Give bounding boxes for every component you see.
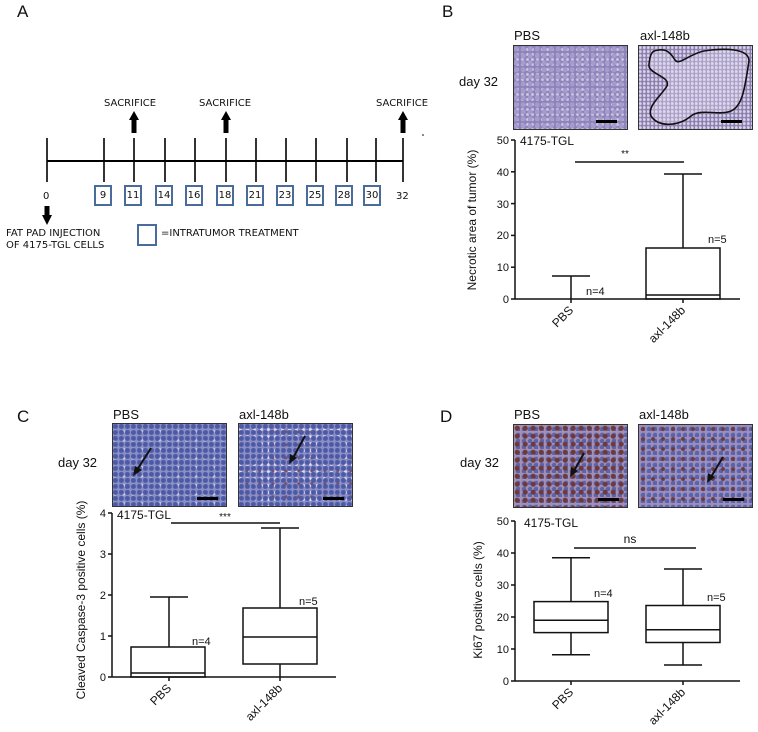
image-label-pbs: PBS <box>514 28 541 43</box>
svg-text:40: 40 <box>497 548 509 560</box>
scale-bar <box>197 497 218 500</box>
panel-c-label: C <box>17 407 30 426</box>
svg-text:30: 30 <box>497 580 509 592</box>
day-label: day 32 <box>459 74 499 89</box>
x-tick-pbs: PBS <box>549 685 576 712</box>
scale-bar <box>596 120 617 123</box>
image-label-axl: axl-148b <box>640 28 690 43</box>
scale-bar <box>723 498 744 501</box>
necrotic-outline <box>648 48 750 126</box>
svg-text:30: 30 <box>497 199 509 211</box>
treatment-day-box: 23 <box>276 185 294 206</box>
svg-text:10: 10 <box>497 644 509 656</box>
y-axis-label: Cleaved Caspase-3 positive cells (%) <box>74 501 88 700</box>
treatment-day-box: 9 <box>94 185 112 206</box>
treatment-day-box: 18 <box>216 185 234 206</box>
caspase-image-axl <box>238 423 353 507</box>
significance-label: ns <box>624 532 637 546</box>
cell-line-label: 4175-TGL <box>520 134 574 148</box>
svg-text:3: 3 <box>100 549 106 561</box>
n-label-axl: n=5 <box>708 234 727 246</box>
image-label-axl: axl-148b <box>239 407 289 422</box>
y-axis-label: Ki67 positive cells (%) <box>471 541 485 658</box>
svg-text:0: 0 <box>100 672 106 684</box>
legend-text: =INTRATUMOR TREATMENT <box>161 228 299 239</box>
sacrifice-arrow-icon <box>129 111 408 133</box>
treatment-day-box: 16 <box>185 185 203 206</box>
y-axis-label: Necrotic area of tumor (%) <box>465 150 479 291</box>
n-label-axl: n=5 <box>299 596 318 608</box>
panel-a-label: A <box>17 2 29 21</box>
n-label-pbs: n=4 <box>594 588 613 600</box>
svg-text:0: 0 <box>503 294 509 306</box>
svg-text:40: 40 <box>497 167 509 179</box>
day-label-start: 0 <box>43 191 50 202</box>
sacrifice-label-11: SACRIFICE <box>104 98 157 109</box>
arrow-icon <box>289 435 306 464</box>
n-label-pbs: n=4 <box>586 286 605 298</box>
n-label-axl: n=5 <box>707 592 726 604</box>
day-label-end: 32 <box>396 191 409 202</box>
timeline-diagram <box>42 111 424 225</box>
svg-text:4: 4 <box>100 508 106 520</box>
caspase-boxplot: 4 3 2 1 0 4175-TGL *** n=4 n=5 Cleaved Casp… <box>74 501 336 724</box>
cell-line-label: 4175-TGL <box>117 508 171 522</box>
caspase-image-pbs <box>112 423 227 507</box>
necrotic-area-boxplot: 50 40 30 20 10 0 4175-TGL ** n=4 n=5 Necroti… <box>465 134 740 346</box>
image-label-pbs: PBS <box>113 407 140 422</box>
cell-line-label: 4175-TGL <box>524 516 578 530</box>
day-label: day 32 <box>460 455 500 470</box>
arrow-icon <box>133 447 152 476</box>
svg-text:50: 50 <box>497 135 509 147</box>
treatment-day-box: 14 <box>155 185 173 206</box>
treatment-day-box: 30 <box>363 185 381 206</box>
svg-text:10: 10 <box>497 262 509 274</box>
sacrifice-label-32: SACRIFICE <box>376 98 429 109</box>
image-label-axl: axl-148b <box>639 407 689 422</box>
panel-d-label: D <box>440 407 453 426</box>
day-label: day 32 <box>58 455 98 470</box>
arrow-icon <box>707 456 724 483</box>
svg-text:0: 0 <box>503 676 509 688</box>
significance-label: ** <box>621 149 629 160</box>
x-tick-pbs: PBS <box>549 303 576 330</box>
treatment-day-box: 21 <box>246 185 264 206</box>
sacrifice-label-18: SACRIFICE <box>199 98 252 109</box>
treatment-day-box: 25 <box>306 185 324 206</box>
svg-text:20: 20 <box>497 612 509 624</box>
x-tick-axl: axl-148b <box>646 685 689 728</box>
x-tick-axl: axl-148b <box>243 681 286 724</box>
n-label-pbs: n=4 <box>192 636 211 648</box>
scale-bar <box>323 497 344 500</box>
injection-label-line2: OF 4175-TGL CELLS <box>6 240 105 251</box>
ki67-boxplot: 50 40 30 20 10 0 4175-TGL ns n=4 n=5 Ki67 po… <box>471 516 740 728</box>
scale-bar <box>721 120 742 123</box>
he-image-pbs <box>513 45 628 130</box>
scale-bar <box>598 498 619 501</box>
arrow-icon <box>570 452 585 477</box>
legend-box-icon <box>137 224 157 246</box>
treatment-day-box: 11 <box>124 185 142 206</box>
svg-text:50: 50 <box>497 516 509 528</box>
svg-text:1: 1 <box>100 631 106 643</box>
injection-label-line1: FAT PAD INJECTION <box>6 228 101 239</box>
x-tick-pbs: PBS <box>147 681 174 708</box>
he-image-axl <box>638 45 753 130</box>
svg-text:2: 2 <box>100 590 106 602</box>
treatment-day-box: 28 <box>335 185 353 206</box>
significance-label: *** <box>219 512 231 523</box>
ki67-image-pbs <box>513 424 628 508</box>
x-tick-axl: axl-148b <box>646 303 689 346</box>
svg-text:20: 20 <box>497 230 509 242</box>
injection-arrow-icon <box>42 206 52 225</box>
ki67-image-axl <box>638 424 753 508</box>
image-label-pbs: PBS <box>514 407 541 422</box>
panel-b-label: B <box>442 2 454 21</box>
